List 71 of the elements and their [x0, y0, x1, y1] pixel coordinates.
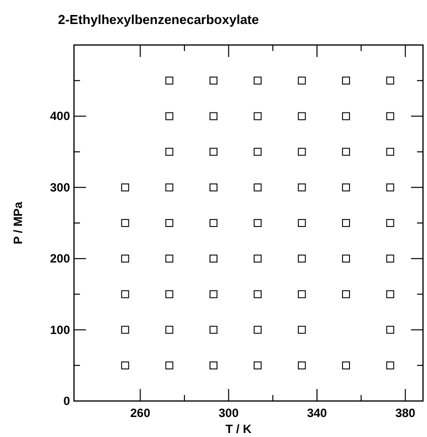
point	[342, 361, 350, 370]
point	[342, 183, 350, 192]
point	[210, 183, 218, 192]
point	[342, 112, 350, 120]
y-axis-title: P / MPa	[11, 201, 25, 244]
point	[165, 361, 174, 370]
point	[121, 326, 130, 334]
point	[386, 361, 394, 370]
point	[386, 148, 394, 156]
x-tick-label: 340	[306, 406, 328, 420]
point	[254, 254, 262, 263]
point	[210, 361, 218, 370]
point	[165, 183, 174, 192]
point	[386, 290, 394, 298]
point	[386, 76, 394, 85]
point	[165, 76, 174, 85]
point	[298, 326, 306, 334]
y-tick-label: 400	[50, 109, 70, 124]
point	[254, 219, 262, 227]
point	[210, 148, 218, 156]
point	[210, 290, 218, 298]
point	[298, 361, 306, 370]
y-tick-label: 300	[50, 180, 70, 194]
point	[342, 76, 350, 85]
point	[342, 219, 350, 227]
point	[121, 219, 130, 227]
point	[386, 219, 394, 227]
point	[298, 290, 306, 298]
point	[298, 183, 306, 192]
point	[386, 326, 394, 334]
point	[298, 219, 306, 227]
point	[210, 219, 218, 227]
x-axis-title: T / K	[226, 422, 252, 436]
point	[342, 254, 350, 263]
point	[298, 76, 306, 85]
point	[165, 326, 174, 334]
y-tick-label: 100	[50, 322, 70, 337]
point	[165, 112, 174, 120]
point	[254, 326, 262, 334]
point	[121, 183, 130, 192]
point	[165, 148, 174, 156]
chart-title: 2-Ethylhexylbenzenecarboxylate	[58, 12, 259, 27]
x-tick-label: 300	[218, 406, 239, 420]
y-tick-label: 200	[50, 252, 70, 266]
point	[254, 112, 262, 120]
x-tick-label: 260	[130, 406, 151, 420]
x-tick-label: 380	[395, 406, 416, 420]
point	[298, 254, 306, 263]
point	[254, 148, 262, 156]
point	[386, 254, 394, 263]
point	[165, 290, 174, 298]
point	[121, 254, 130, 263]
point	[121, 290, 130, 298]
point	[121, 361, 130, 370]
point	[165, 219, 174, 227]
point	[254, 290, 262, 298]
point	[342, 290, 350, 298]
point	[254, 76, 262, 85]
point	[210, 326, 218, 334]
point	[298, 112, 306, 120]
point	[342, 148, 350, 156]
point	[210, 112, 218, 120]
point	[254, 361, 262, 370]
point	[254, 183, 262, 192]
point	[210, 254, 218, 263]
point	[386, 183, 394, 192]
point	[298, 148, 306, 156]
y-tick-label: 0	[63, 394, 70, 408]
point	[165, 254, 174, 263]
point	[386, 112, 394, 120]
point	[210, 76, 218, 85]
